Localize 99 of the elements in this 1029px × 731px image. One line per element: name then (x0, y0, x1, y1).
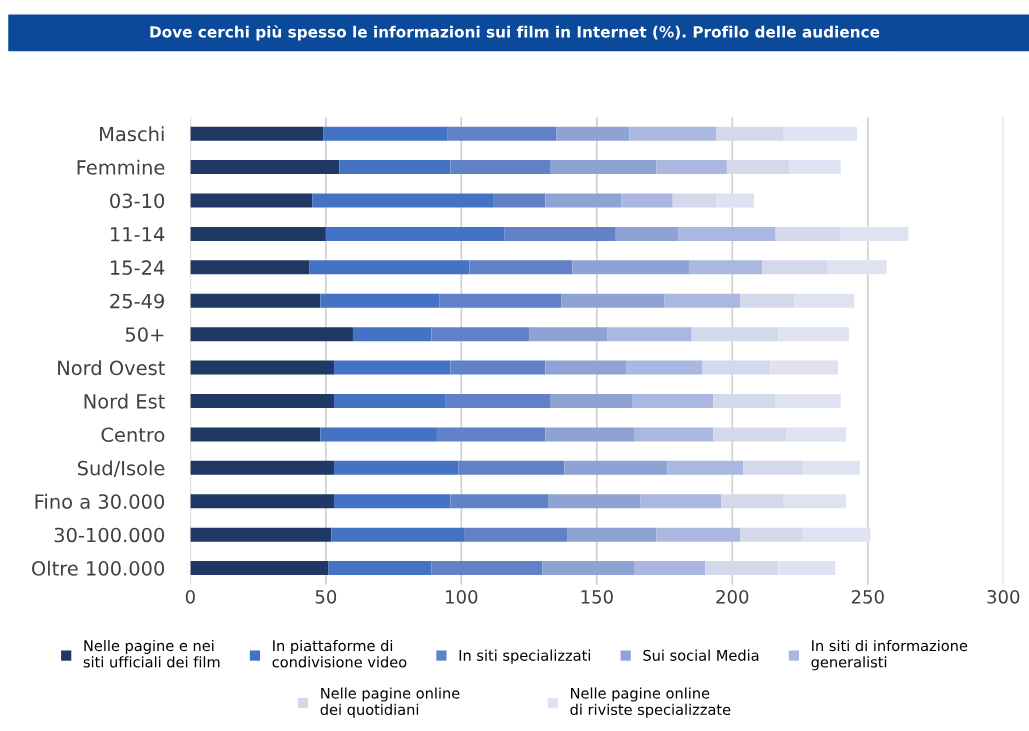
bar (447, 126, 557, 141)
bar (450, 360, 546, 375)
y-tick-label: Centro (101, 427, 165, 443)
legend-label: In siti specializzati (459, 649, 591, 664)
bar (567, 527, 657, 542)
bar (656, 160, 727, 175)
bar (331, 527, 465, 542)
y-tick-label: 11-14 (111, 227, 165, 242)
bar (439, 293, 562, 308)
bar (542, 561, 635, 576)
bar (607, 327, 692, 342)
bar (564, 460, 668, 475)
y-tick-label: 30-100.000 (54, 527, 165, 543)
y-tick-label: 50+ (125, 327, 164, 342)
bar (328, 561, 432, 576)
bar (190, 126, 324, 141)
bar (550, 160, 657, 175)
bar (545, 360, 627, 375)
bar (656, 527, 741, 542)
y-tick-label: 25-49 (110, 293, 164, 309)
bar (190, 460, 334, 475)
bar (431, 561, 543, 576)
bar (190, 327, 353, 342)
y-tick-label: Fino a 30.000 (35, 493, 165, 509)
bar (333, 393, 446, 409)
bar (548, 494, 641, 509)
y-tick-label: Oltre 100.000 (32, 560, 165, 576)
bar (504, 226, 616, 241)
bar (445, 393, 551, 409)
bar (339, 160, 451, 175)
bar (545, 193, 622, 208)
bar (572, 260, 689, 275)
bar (664, 293, 741, 308)
bar (320, 293, 440, 308)
legend-label: Sui social Media (643, 649, 759, 661)
bar (190, 494, 334, 509)
bar (190, 160, 340, 175)
bar (458, 460, 565, 475)
bar (190, 293, 321, 308)
bar (634, 427, 714, 442)
bar (550, 393, 633, 409)
bar (450, 160, 551, 175)
bar (545, 427, 635, 442)
legend-label: Nelle pagine online di riviste specializzate (570, 687, 731, 718)
x-tick-label: 300 (987, 589, 1020, 604)
bar (436, 427, 546, 442)
bar (621, 193, 673, 208)
bar (529, 327, 608, 342)
bar (190, 527, 332, 542)
bar (469, 260, 573, 275)
y-tick-label: Nord Ovest (58, 360, 165, 376)
bar (333, 360, 451, 375)
bar (190, 260, 310, 275)
bar (626, 360, 703, 375)
bar (629, 126, 717, 141)
x-tick-label: 150 (581, 589, 613, 604)
bar (561, 293, 665, 308)
bar (634, 561, 706, 576)
legend-label: In siti di informazione generalisti (811, 639, 968, 671)
bar (464, 527, 568, 542)
x-tick-label: 200 (716, 589, 749, 604)
y-tick-label: Femmine (77, 159, 165, 175)
legend-label: Nelle pagine e nei siti ufficiali dei film (83, 639, 220, 668)
bar (190, 193, 313, 208)
bar (190, 226, 326, 241)
y-tick-label: 03-10 (110, 193, 165, 209)
bar (352, 327, 432, 342)
bar (190, 561, 329, 576)
y-tick-label: Maschi (100, 126, 164, 142)
bar (431, 327, 530, 342)
bar (325, 226, 505, 241)
x-tick-label: 0 (185, 589, 195, 604)
chart-title: Dove cerchi più spesso le informazioni sui film in Internet (%). Profilo delle audience (150, 25, 880, 41)
bar (556, 126, 630, 141)
bar (615, 226, 679, 241)
bar (333, 494, 451, 509)
y-tick-label: Sud/Isole (77, 460, 165, 478)
bar (493, 193, 546, 208)
bar (632, 393, 714, 409)
bar (688, 260, 763, 275)
bar (190, 393, 334, 409)
x-tick-label: 50 (315, 589, 337, 604)
bar (333, 460, 459, 475)
legend-label: In piattaforme di condivisione video (272, 639, 407, 668)
bar (190, 360, 334, 375)
x-tick-label: 100 (446, 589, 478, 604)
bar (312, 193, 494, 208)
bar (450, 494, 549, 509)
bar (678, 226, 776, 241)
x-tick-label: 250 (851, 589, 884, 604)
y-tick-label: Nord Est (84, 393, 165, 409)
bar (323, 126, 448, 141)
bar (190, 427, 321, 442)
bar (320, 427, 437, 442)
bar (667, 460, 744, 475)
bar (309, 260, 470, 275)
bar (640, 494, 722, 509)
legend-label: Nelle pagine online dei quotidiani (320, 687, 460, 718)
y-tick-label: 15-24 (111, 260, 165, 275)
